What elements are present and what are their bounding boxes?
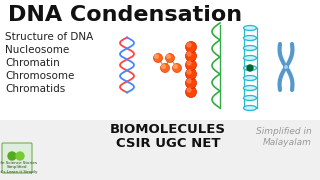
Ellipse shape [244, 46, 257, 51]
Text: Simplified: Simplified [7, 165, 27, 169]
Circle shape [187, 43, 191, 47]
FancyBboxPatch shape [2, 143, 32, 173]
Circle shape [247, 65, 253, 71]
Circle shape [172, 64, 181, 73]
Circle shape [187, 88, 191, 92]
Text: Structure of DNA: Structure of DNA [5, 32, 93, 42]
Circle shape [187, 70, 191, 74]
Ellipse shape [244, 105, 257, 111]
Text: Let's Learn it Simply: Let's Learn it Simply [0, 170, 38, 174]
Circle shape [186, 51, 196, 62]
Circle shape [162, 65, 165, 68]
Circle shape [186, 87, 196, 98]
Circle shape [186, 69, 196, 80]
Circle shape [187, 52, 191, 56]
Circle shape [167, 55, 170, 58]
Text: BIOMOLECULES: BIOMOLECULES [110, 123, 226, 136]
Circle shape [154, 53, 163, 62]
Circle shape [161, 64, 170, 73]
Text: Malayalam: Malayalam [263, 138, 312, 147]
Text: Chromosome: Chromosome [5, 71, 74, 81]
Ellipse shape [244, 26, 257, 30]
Circle shape [155, 55, 158, 58]
Ellipse shape [244, 96, 257, 100]
FancyBboxPatch shape [0, 0, 320, 120]
Circle shape [165, 53, 174, 62]
Circle shape [284, 64, 289, 69]
Ellipse shape [244, 86, 257, 91]
Circle shape [186, 78, 196, 89]
Text: Nucleosome: Nucleosome [5, 45, 69, 55]
Circle shape [16, 152, 24, 160]
Text: DNA Condensation: DNA Condensation [8, 5, 242, 25]
Text: Simplified in: Simplified in [256, 127, 312, 136]
Text: Chromatids: Chromatids [5, 84, 65, 94]
Circle shape [187, 61, 191, 65]
Text: Life Science Stories: Life Science Stories [0, 161, 37, 165]
Ellipse shape [244, 55, 257, 60]
Circle shape [186, 60, 196, 71]
Circle shape [174, 65, 177, 68]
Text: CSIR UGC NET: CSIR UGC NET [116, 137, 220, 150]
Circle shape [8, 152, 16, 160]
Ellipse shape [244, 75, 257, 80]
Circle shape [187, 79, 191, 83]
Ellipse shape [244, 35, 257, 40]
Circle shape [186, 42, 196, 53]
Text: Chromatin: Chromatin [5, 58, 60, 68]
Ellipse shape [244, 66, 257, 71]
